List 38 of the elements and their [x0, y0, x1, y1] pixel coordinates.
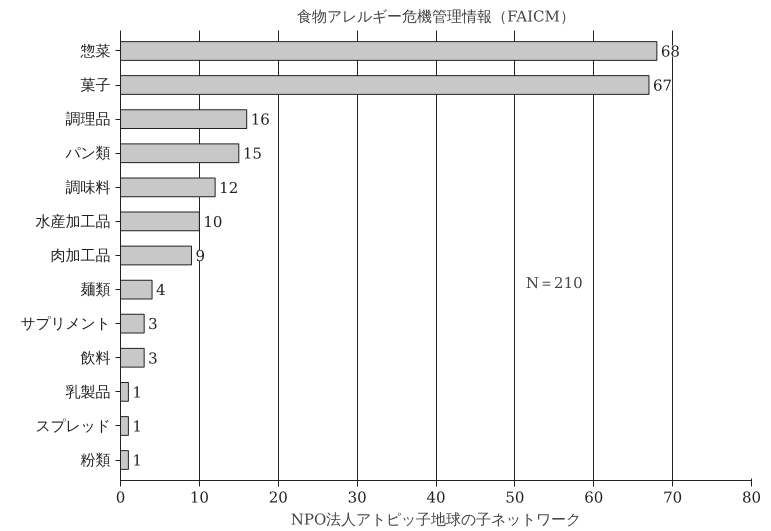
data-label: 3 — [148, 349, 158, 368]
y-tick-label: 飲料 — [80, 348, 110, 367]
data-label: 16 — [250, 110, 270, 129]
x-tick-label: 80 — [742, 488, 762, 506]
y-tick-label: 麺類 — [80, 280, 110, 299]
data-label: 10 — [203, 212, 222, 231]
x-tick-label: 70 — [663, 488, 682, 506]
data-label: 67 — [652, 76, 672, 95]
x-tick-label: 40 — [426, 488, 446, 506]
data-label: 12 — [219, 178, 238, 197]
x-tick-label: 30 — [348, 488, 367, 506]
x-tick-label: 60 — [584, 488, 604, 506]
y-tick-label: 調理品 — [66, 110, 110, 128]
x-axis-title: NPO法人アトピッ子地球の子ネットワーク — [290, 510, 582, 528]
y-tick-label: 惣菜 — [80, 42, 110, 60]
y-tick-label: 肉加工品 — [50, 246, 110, 264]
x-tick-label: 10 — [190, 488, 209, 506]
data-label: 9 — [195, 247, 206, 265]
y-tick-label: 菓子 — [80, 76, 110, 94]
y-tick-label: 粉類 — [80, 451, 110, 470]
data-label: 1 — [132, 383, 142, 402]
y-tick-label: サプリメント — [20, 314, 110, 333]
y-tick-label: 水産加工品 — [36, 212, 110, 230]
x-tick-label: 50 — [505, 488, 524, 506]
y-tick-label: 調味料 — [66, 178, 110, 196]
y-tick-label: 乳製品 — [66, 382, 110, 401]
data-label: 1 — [132, 417, 142, 436]
data-label: 4 — [156, 281, 166, 300]
data-label: 15 — [242, 144, 262, 163]
chart-title: 食物アレルギー危機管理情報（FAICM） — [297, 8, 575, 26]
data-label: 68 — [660, 42, 680, 60]
x-tick-label: 20 — [268, 488, 288, 506]
data-label: 3 — [148, 315, 158, 334]
y-tick-label: スプレッド — [36, 416, 110, 435]
annotation: N＝210 — [526, 274, 583, 292]
data-label: 1 — [132, 452, 142, 470]
y-tick-label: パン類 — [64, 144, 110, 162]
x-tick-label: 0 — [116, 488, 126, 506]
